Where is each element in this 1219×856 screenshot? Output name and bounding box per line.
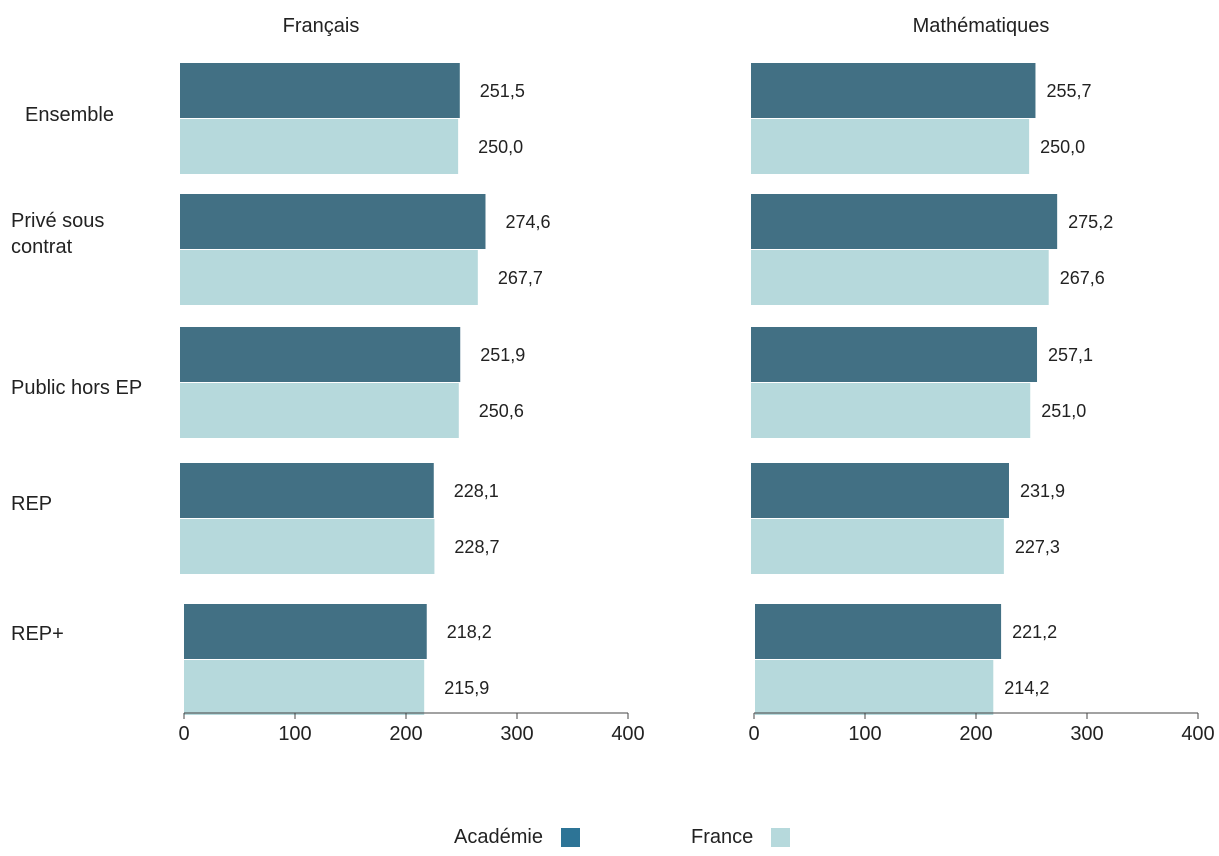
data-label: 274,6 <box>505 212 550 232</box>
bar <box>180 327 461 382</box>
x-tick-label: 200 <box>389 723 422 745</box>
data-label: 228,1 <box>454 481 499 501</box>
x-tick-label: 200 <box>959 723 992 745</box>
panel-title: Mathématiques <box>913 15 1050 37</box>
x-tick-label: 0 <box>178 723 189 745</box>
bar <box>751 119 1030 174</box>
data-label: 218,2 <box>447 622 492 642</box>
data-label: 250,0 <box>1040 137 1085 157</box>
legend-item-france: France <box>691 826 791 849</box>
data-label: 257,1 <box>1048 345 1093 365</box>
x-tick-label: 400 <box>611 723 644 745</box>
bar <box>184 660 425 715</box>
x-tick-label: 300 <box>1070 723 1103 745</box>
category-label: REP+ <box>11 623 64 645</box>
bar <box>751 519 1004 574</box>
bar <box>180 463 434 518</box>
bar <box>184 604 427 659</box>
data-label: 214,2 <box>1004 678 1049 698</box>
bar <box>180 383 459 438</box>
x-tick-label: 100 <box>278 723 311 745</box>
data-label: 221,2 <box>1012 622 1057 642</box>
x-tick-label: 400 <box>1181 723 1214 745</box>
data-label: 228,7 <box>454 537 499 557</box>
legend: Académie France <box>0 826 1219 856</box>
bar <box>180 194 486 249</box>
panel-title: Français <box>283 15 360 37</box>
bar <box>180 119 459 174</box>
data-label: 231,9 <box>1020 481 1065 501</box>
bar <box>751 383 1031 438</box>
category-label: Privé sous <box>11 210 104 232</box>
data-label: 251,5 <box>480 81 525 101</box>
bar <box>751 63 1036 118</box>
data-label: 227,3 <box>1015 537 1060 557</box>
data-label: 267,6 <box>1060 268 1105 288</box>
legend-item-academie: Académie <box>454 826 580 849</box>
bar <box>751 250 1049 305</box>
legend-label-france: France <box>691 826 754 848</box>
bar <box>751 194 1058 249</box>
data-label: 267,7 <box>498 268 543 288</box>
data-label: 251,0 <box>1041 401 1086 421</box>
bar <box>180 63 460 118</box>
bar <box>755 660 994 715</box>
data-label: 250,0 <box>478 137 523 157</box>
x-tick-label: 100 <box>848 723 881 745</box>
legend-swatch-france <box>771 828 791 847</box>
data-label: 250,6 <box>479 401 524 421</box>
category-label: contrat <box>11 236 73 258</box>
category-label: Public hors EP <box>11 377 142 399</box>
bar <box>755 604 1002 659</box>
data-label: 251,9 <box>480 345 525 365</box>
x-tick-label: 300 <box>500 723 533 745</box>
data-label: 215,9 <box>444 678 489 698</box>
x-tick-label: 0 <box>748 723 759 745</box>
data-label: 275,2 <box>1068 212 1113 232</box>
data-label: 255,7 <box>1046 81 1091 101</box>
category-label: Ensemble <box>25 104 114 126</box>
category-label: REP <box>11 493 52 515</box>
bar <box>751 463 1009 518</box>
legend-label-academie: Académie <box>454 826 543 848</box>
bar <box>180 519 435 574</box>
legend-swatch-academie <box>560 828 580 847</box>
bar <box>180 250 478 305</box>
bar <box>751 327 1038 382</box>
